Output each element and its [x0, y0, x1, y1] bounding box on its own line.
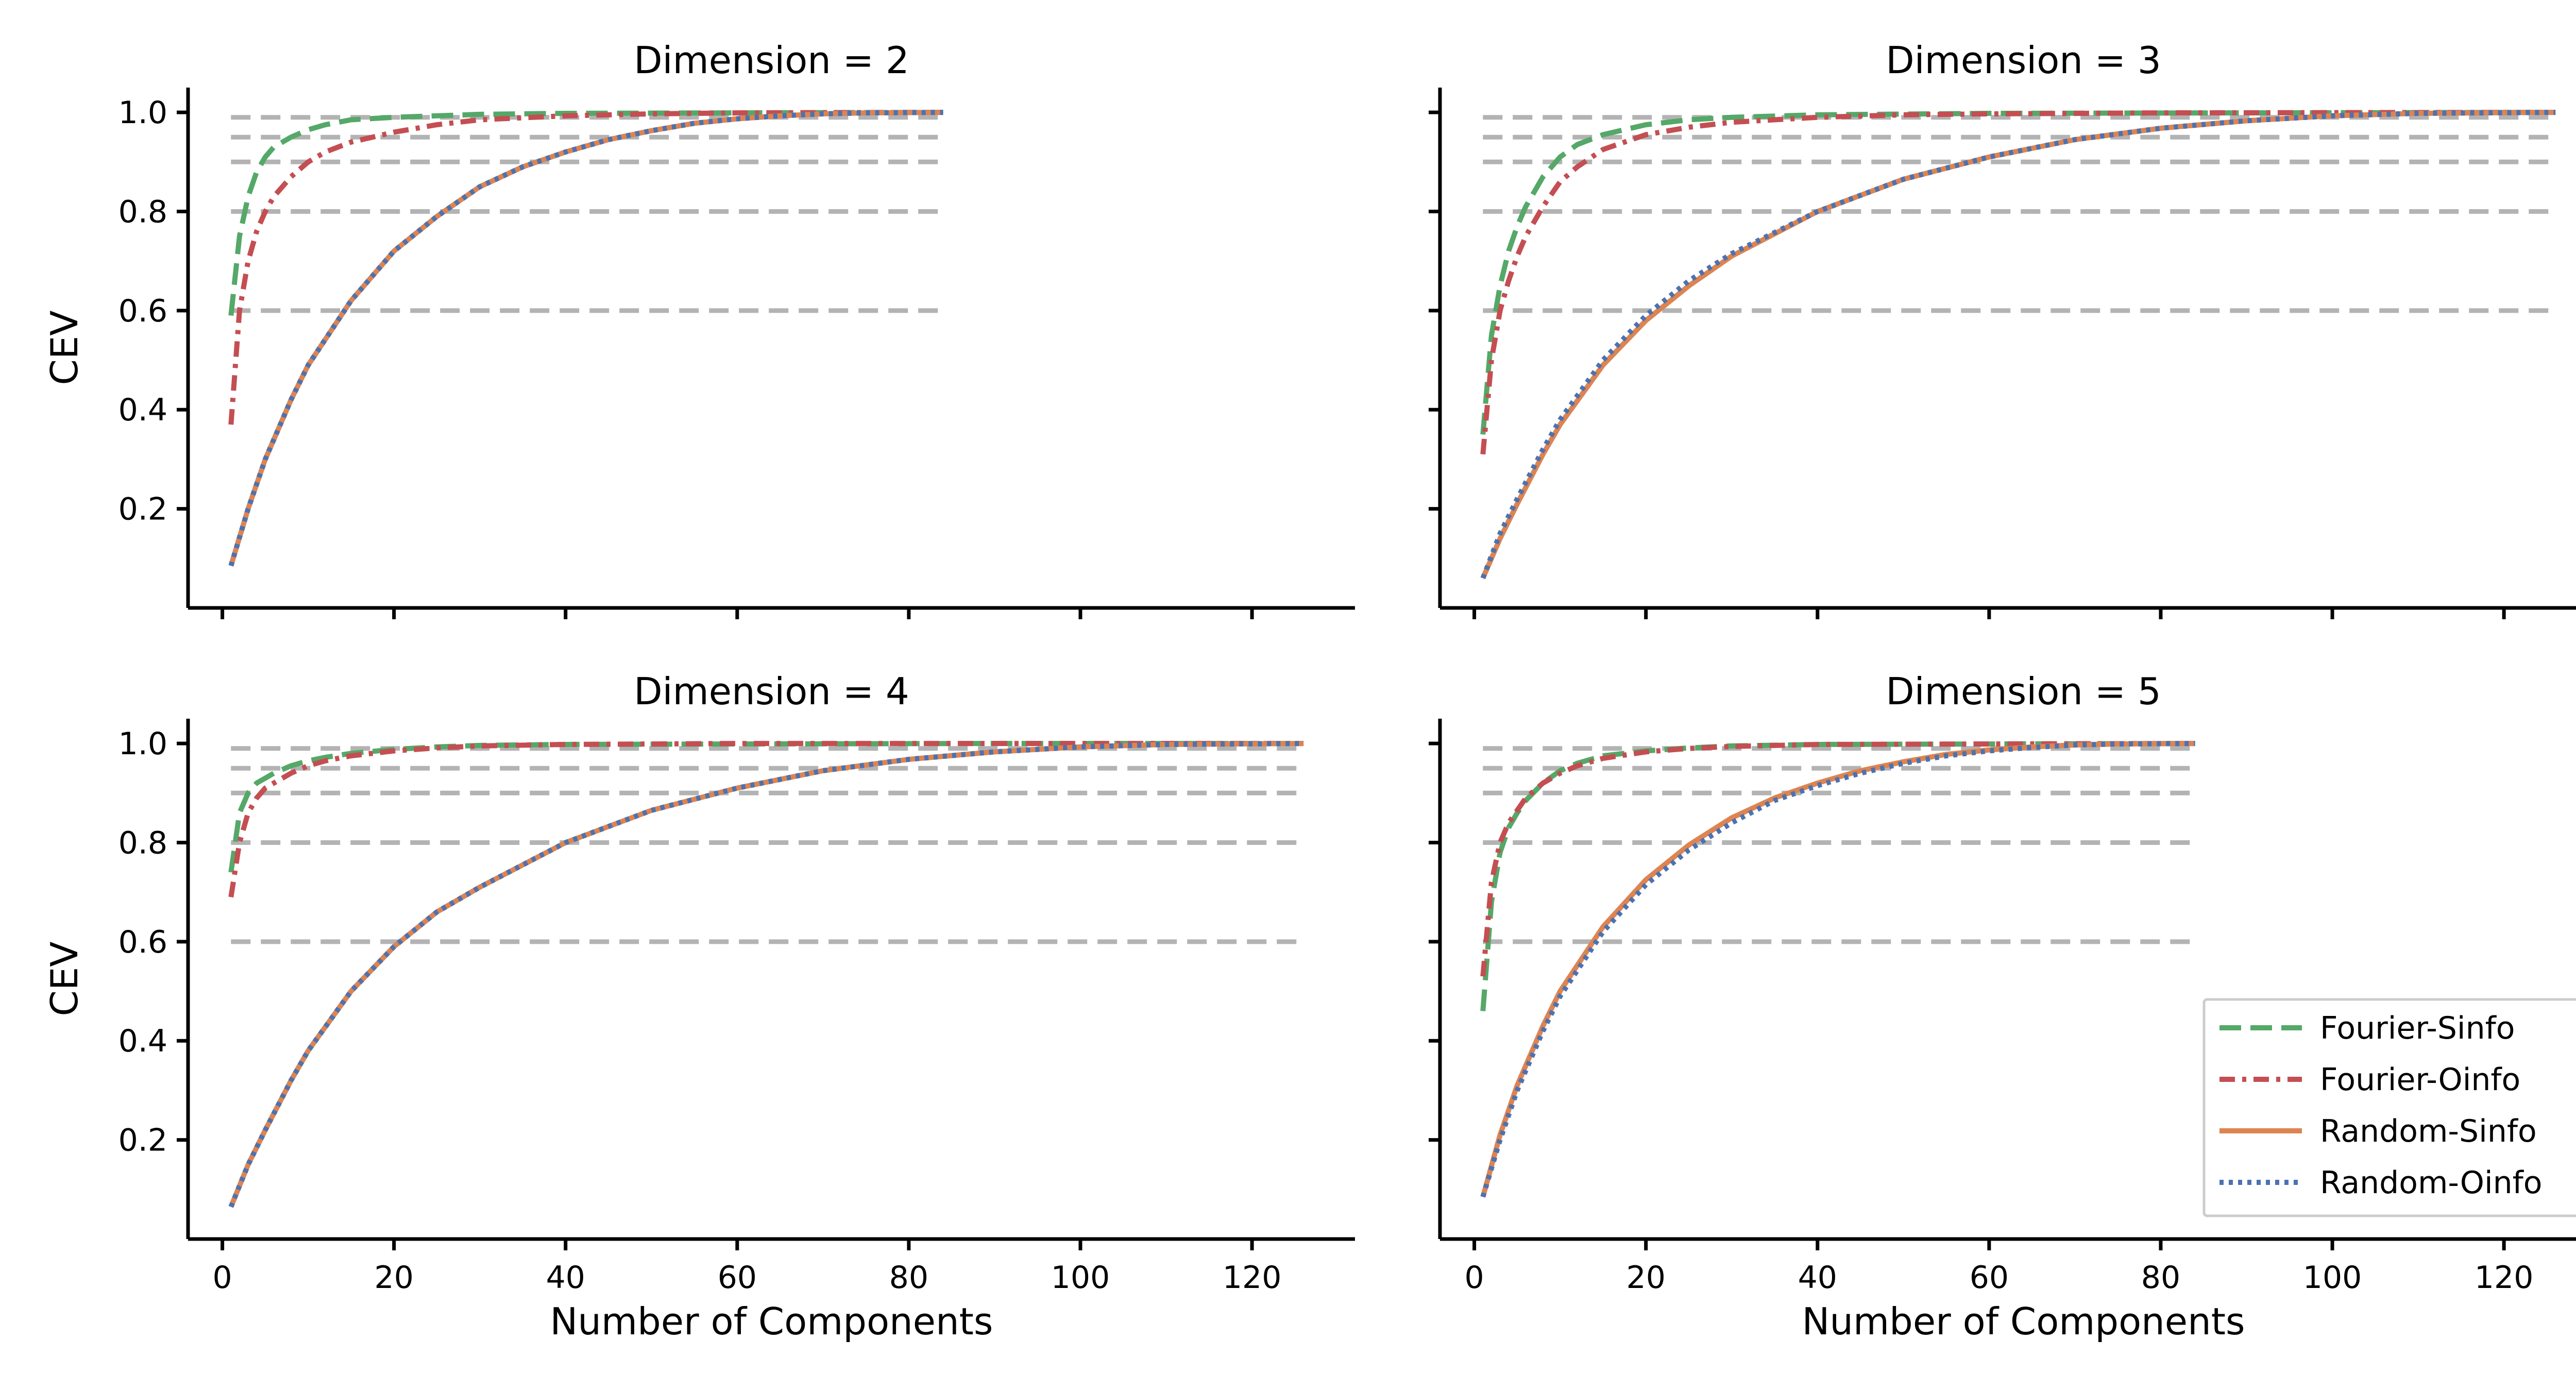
series-line-random-oinfo [228, 110, 943, 567]
series-line-fourier-sinfo [1480, 110, 2556, 435]
x-tick-label: 100 [2303, 1260, 2362, 1296]
y-tick-label: 1.0 [118, 726, 167, 762]
legend-label-random-oinfo: Random-Oinfo [2320, 1165, 2542, 1201]
y-tick-label: 0.6 [118, 293, 167, 329]
series-line-fourier-oinfo [1480, 741, 2195, 977]
panel-title: Dimension = 3 [1886, 39, 2161, 82]
series-line-fourier-oinfo [228, 741, 1304, 898]
series-line-random-sinfo [228, 741, 1304, 1208]
y-tick-label: 0.4 [118, 392, 167, 428]
legend-label-random-sinfo: Random-Sinfo [2320, 1113, 2537, 1149]
series-line-random-oinfo [228, 741, 1304, 1208]
series-line-random-oinfo [1480, 110, 2556, 580]
x-tick-label: 60 [1970, 1260, 2009, 1296]
x-tick-label: 120 [1223, 1260, 1282, 1296]
x-tick-label: 100 [1051, 1260, 1110, 1296]
y-axis-title: CEV [43, 310, 86, 385]
x-tick-label: 40 [546, 1260, 585, 1296]
series-line-random-sinfo [1480, 741, 2195, 1198]
series-line-fourier-oinfo [1480, 110, 2556, 455]
panel-title: Dimension = 5 [1886, 670, 2161, 713]
panel-3: Dimension = 4 0.2 0.4 0.6 0.8 1.0 0 20 40 60 80 100… [43, 670, 1355, 1343]
x-tick-label: 120 [2475, 1260, 2534, 1296]
x-tick-label: 20 [1626, 1260, 1666, 1296]
y-tick-label: 0.2 [118, 1123, 167, 1159]
series-line-fourier-oinfo [228, 110, 943, 425]
y-tick-label: 1.0 [118, 95, 167, 131]
y-axis-title: CEV [43, 941, 86, 1016]
series-line-fourier-sinfo [228, 741, 1304, 873]
y-tick-label: 0.8 [118, 194, 167, 230]
panel-4: Dimension = 5 0 20 40 60 80 100 120 Number of Co… [1429, 670, 2576, 1343]
legend: Fourier-Sinfo Fourier-Oinfo Random-Sinfo Ra… [2202, 998, 2576, 1217]
y-tick-label: 0.8 [118, 825, 167, 861]
x-tick-label: 80 [2141, 1260, 2180, 1296]
legend-label-fourier-oinfo: Fourier-Oinfo [2320, 1062, 2520, 1098]
x-tick-label: 0 [1465, 1260, 1484, 1296]
x-tick-label: 20 [375, 1260, 414, 1296]
legend-box [2202, 998, 2576, 1217]
panel-title: Dimension = 4 [634, 670, 909, 713]
series-line-random-sinfo [228, 110, 943, 567]
panel-2: Dimension = 3 [1429, 39, 2576, 619]
y-tick-label: 0.4 [118, 1023, 167, 1059]
y-tick-label: 0.6 [118, 924, 167, 960]
legend-label-fourier-sinfo: Fourier-Sinfo [2320, 1010, 2515, 1046]
series-line-fourier-sinfo [1480, 741, 2195, 1011]
panel-1: Dimension = 2 0.2 0.4 0.6 0.8 1.0 CEV [43, 39, 1355, 619]
series-line-random-sinfo [1480, 110, 2556, 580]
series-line-random-oinfo [1480, 741, 2195, 1198]
x-axis-title: Number of Components [1802, 1300, 2245, 1343]
panel-title: Dimension = 2 [634, 39, 909, 82]
x-tick-label: 80 [889, 1260, 928, 1296]
x-tick-label: 60 [718, 1260, 757, 1296]
x-axis-title: Number of Components [550, 1300, 993, 1343]
x-tick-label: 0 [213, 1260, 232, 1296]
series-line-fourier-sinfo [228, 110, 943, 316]
y-tick-label: 0.2 [118, 491, 167, 528]
x-tick-label: 40 [1798, 1260, 1837, 1296]
